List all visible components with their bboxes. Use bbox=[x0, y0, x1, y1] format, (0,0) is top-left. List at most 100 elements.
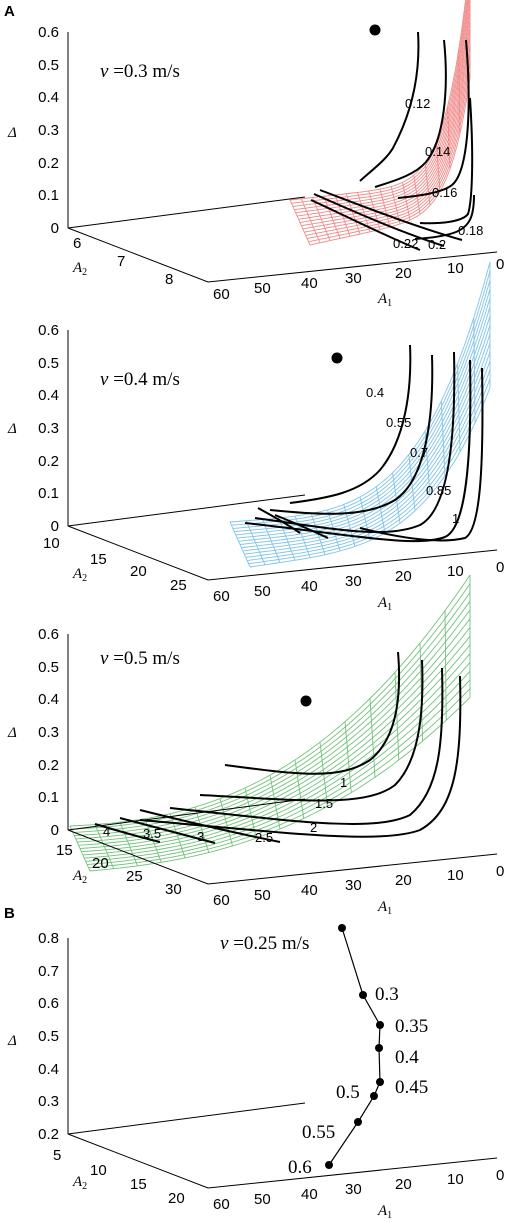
surface-mesh-line bbox=[81, 644, 471, 853]
x-tick-label: 10 bbox=[447, 260, 464, 277]
marker-point bbox=[331, 352, 343, 364]
z-tick-label: 0.4 bbox=[38, 89, 59, 106]
marker-point bbox=[369, 24, 381, 36]
surface-mesh-line bbox=[291, 0, 467, 204]
y-tick-label: 10 bbox=[90, 1162, 107, 1179]
contour-label: 0.12 bbox=[405, 96, 430, 111]
x-tick-label: 20 bbox=[395, 265, 412, 282]
y-tick-label: 5 bbox=[53, 1147, 61, 1164]
contour-label: 4 bbox=[103, 824, 110, 839]
surface-mesh-line bbox=[305, 52, 471, 236]
surface-mesh-line bbox=[85, 670, 471, 862]
speed-annotation: v =0.4 m/s bbox=[100, 369, 180, 390]
surface-mesh-line bbox=[302, 35, 471, 230]
y-tick-label: 7 bbox=[117, 253, 125, 270]
surface-mesh-line bbox=[75, 609, 471, 840]
contour-labels-v05: 1 1.5 2 2.5 3 3.5 4 bbox=[103, 775, 347, 845]
z-tick-label: 0.8 bbox=[38, 930, 59, 947]
z-tick-label: 0.1 bbox=[38, 485, 59, 502]
y-tick-label: 15 bbox=[130, 1176, 147, 1193]
trajectory-point bbox=[376, 1078, 384, 1086]
surface-mesh-line bbox=[292, 0, 468, 207]
trajectory-line bbox=[328, 927, 381, 1166]
z-tick-label: 0 bbox=[51, 220, 59, 237]
surface-mesh-line bbox=[299, 18, 471, 223]
trajectory-label: 0.55 bbox=[302, 1122, 335, 1143]
contour-label: 2.5 bbox=[255, 830, 273, 845]
y-tick-label: 6 bbox=[73, 235, 81, 252]
trajectory-point bbox=[325, 1161, 333, 1169]
contour-label: 0.22 bbox=[393, 236, 418, 251]
chart-v04: 0.4 0.55 0.7 0.85 1 v =0.4 m/s 0 0.1 0.2… bbox=[7, 261, 504, 613]
axis-frame-v04 bbox=[67, 330, 498, 581]
z-axis-label: Δ bbox=[7, 125, 17, 141]
speed-annotation: v =0.3 m/s bbox=[100, 61, 180, 82]
x-tick-labels: 60 50 40 30 20 10 0 bbox=[213, 1167, 504, 1213]
x-tick-label: 0 bbox=[496, 863, 504, 880]
axis-frame-v05 bbox=[67, 634, 498, 885]
y-tick-labels: 6 7 8 bbox=[73, 235, 173, 288]
y-tick-label: 15 bbox=[90, 551, 107, 568]
surface-mesh-line bbox=[298, 10, 471, 220]
y-axis-label: A2 bbox=[72, 566, 87, 584]
z-tick-label: 0.4 bbox=[38, 387, 59, 404]
contour-labels-v03: 0.12 0.14 0.16 0.18 0.2 0.22 bbox=[393, 96, 483, 252]
y-tick-labels: 5 10 15 20 bbox=[53, 1147, 185, 1207]
x-tick-labels: 60 50 40 30 20 10 0 bbox=[213, 863, 504, 909]
x-axis-label: A1 bbox=[377, 1203, 392, 1221]
surface-mesh-line bbox=[232, 279, 491, 529]
z-tick-labels: 0 0.1 0.2 0.3 0.4 0.5 0.6 bbox=[38, 24, 59, 237]
trajectory-point bbox=[338, 924, 346, 932]
y-tick-label: 20 bbox=[130, 563, 147, 580]
contour-label: 1 bbox=[452, 511, 459, 526]
x-tick-label: 20 bbox=[395, 1176, 412, 1193]
y-axis-label: A2 bbox=[72, 1174, 87, 1192]
x-axis-label: A1 bbox=[377, 291, 392, 309]
surface-mesh-line bbox=[72, 592, 471, 833]
x-tick-label: 0 bbox=[496, 1167, 504, 1184]
x-tick-label: 0 bbox=[496, 256, 504, 273]
x-tick-labels: 60 50 40 30 20 10 0 bbox=[213, 559, 504, 605]
x-tick-label: 50 bbox=[254, 887, 271, 904]
trajectory-point bbox=[375, 1044, 383, 1052]
trajectory-point bbox=[359, 991, 367, 999]
z-tick-label: 0.2 bbox=[38, 453, 59, 470]
contours-v04 bbox=[244, 344, 484, 543]
surface-mesh-line bbox=[229, 261, 491, 523]
z-axis-label: Δ bbox=[7, 1033, 17, 1049]
y-tick-label: 10 bbox=[43, 535, 60, 552]
y-tick-label: 15 bbox=[56, 842, 73, 859]
surface-mesh-line bbox=[89, 697, 471, 872]
x-tick-label: 30 bbox=[345, 1181, 362, 1198]
surface-mesh-line bbox=[239, 324, 491, 545]
surface-mesh-line bbox=[84, 662, 471, 859]
z-tick-label: 0 bbox=[51, 518, 59, 535]
y-tick-label: 8 bbox=[165, 271, 173, 288]
x-tick-labels: 60 50 40 30 20 10 0 bbox=[213, 256, 504, 303]
surface-mesh-line bbox=[235, 297, 491, 536]
contour-label: 0.4 bbox=[366, 385, 384, 400]
axis-frame-v03 bbox=[67, 32, 498, 283]
trajectory-point bbox=[370, 1092, 378, 1100]
trajectory-point bbox=[354, 1118, 362, 1126]
contour-label: 0.7 bbox=[410, 445, 428, 460]
x-tick-label: 10 bbox=[447, 563, 464, 580]
y-tick-labels: 10 15 20 25 bbox=[43, 535, 187, 594]
surface-v03 bbox=[289, 0, 471, 246]
z-tick-label: 0.2 bbox=[38, 155, 59, 172]
trajectory-point-labels: 0.3 0.35 0.4 0.45 0.5 0.55 0.6 bbox=[288, 984, 428, 1178]
surface-mesh-line bbox=[249, 387, 491, 568]
y-tick-label: 25 bbox=[126, 868, 143, 885]
x-axis-label: A1 bbox=[377, 595, 392, 613]
surface-mesh-line bbox=[295, 0, 470, 214]
z-tick-label: 0.6 bbox=[38, 626, 59, 643]
trajectory-label: 0.3 bbox=[375, 984, 399, 1005]
surface-mesh-line bbox=[242, 342, 491, 552]
trajectory-label: 0.5 bbox=[336, 1082, 360, 1103]
x-tick-label: 30 bbox=[345, 573, 362, 590]
trajectory-label: 0.45 bbox=[395, 1077, 428, 1098]
surface-mesh-line bbox=[69, 574, 471, 827]
z-axis-label: Δ bbox=[7, 725, 17, 741]
trajectory-label: 0.6 bbox=[288, 1157, 312, 1178]
z-tick-label: 0.2 bbox=[38, 1126, 59, 1143]
